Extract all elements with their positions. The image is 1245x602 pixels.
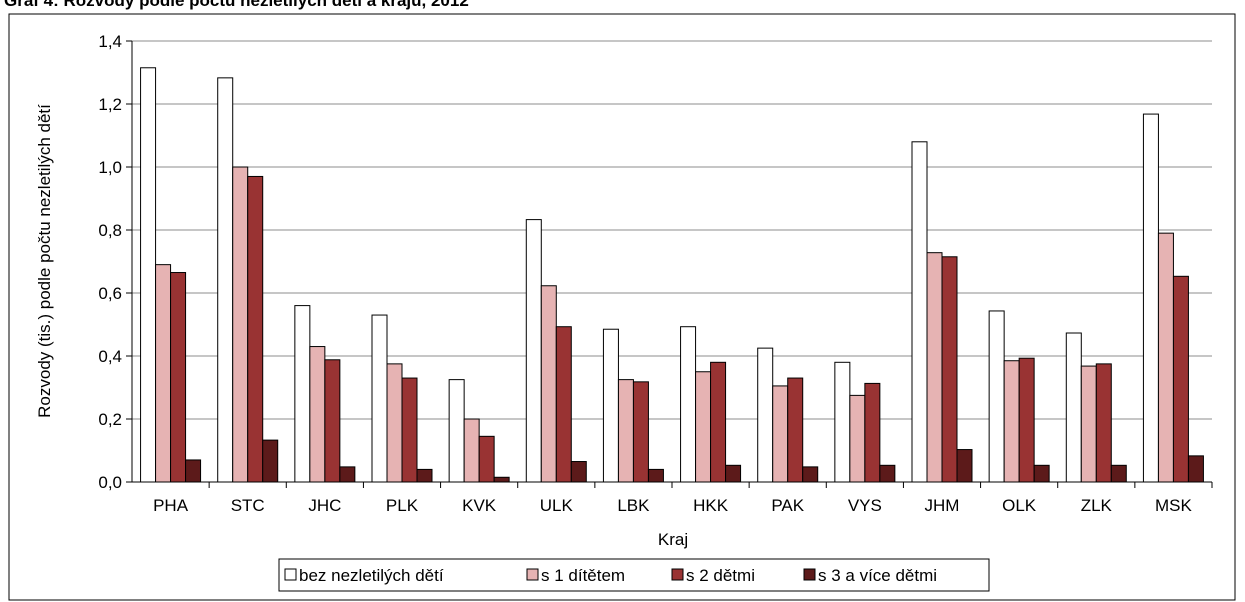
y-tick-label: 1,4 [98,32,122,51]
legend-swatch [284,568,297,581]
bar [725,464,742,483]
axes [131,41,1213,488]
x-tick-label: VYS [848,496,882,515]
bar [324,359,341,483]
bar [941,256,958,483]
bar [1018,357,1035,483]
y-tick-label: 1,2 [98,95,122,114]
bar [772,385,789,483]
bar [294,305,311,483]
bar [262,439,279,483]
bar [834,361,851,483]
bar [155,264,172,483]
y-tick-label: 0,0 [98,473,122,492]
bar [247,175,264,483]
bar [695,371,712,483]
legend-frame [278,558,990,592]
bar [1080,365,1097,483]
bar [416,468,433,483]
x-tick-label: ZLK [1081,496,1113,515]
bar [879,464,896,483]
x-tick-label: HKK [693,496,729,515]
bar [448,379,465,483]
bar [478,435,495,483]
x-tick-label: PAK [771,496,804,515]
bars [140,67,1204,483]
legend: bez nezletilých dětí s 1 dítětem s 2 dětmi… [278,558,990,592]
bar [140,67,157,483]
x-tick-label: JHM [925,496,960,515]
bar [401,377,418,483]
chart-title: Graf 4: Rozvody podle počtu nezletilých … [4,0,469,10]
bar [911,141,928,483]
y-tick-label: 0,4 [98,347,122,366]
bar [1033,464,1050,483]
x-tick-label: PLK [386,496,419,515]
y-tick-label: 0,8 [98,221,122,240]
bar [1187,455,1204,483]
bar [802,466,819,483]
bar [232,166,249,483]
bar [463,418,480,483]
x-tick-label: OLK [1002,496,1037,515]
bar [956,449,973,483]
y-tick-label: 0,2 [98,410,122,429]
x-tick-label: PHA [153,496,189,515]
legend-label: s 2 dětmi [686,566,755,585]
legend-swatch [803,568,816,581]
bar [1095,363,1112,483]
legend-label: s 1 dítětem [541,566,625,585]
bar [617,379,634,483]
y-tick-label: 1,0 [98,158,122,177]
bar [555,326,572,483]
bar [1110,464,1127,483]
bar [339,466,356,483]
x-tick-label: MSK [1155,496,1193,515]
bar [926,252,943,483]
x-tick-label: ULK [540,496,574,515]
bar [849,394,866,483]
legend-swatch [526,568,539,581]
bar [1003,360,1020,483]
x-tick-labels: PHA STC JHC PLK KVK ULK LBK HKK PAK VYS JHM OLK ZLK M… [153,496,1192,515]
x-tick-label: STC [231,496,265,515]
bar [602,328,619,483]
x-tick-label: JHC [308,496,341,515]
x-axis-title: Kraj [658,530,688,549]
bar [988,310,1005,483]
y-tick-label: 0,6 [98,284,122,303]
bar [647,468,664,483]
bar [710,361,727,483]
bar [170,272,187,483]
bar [371,314,388,483]
legend-swatch [671,568,684,581]
bar [787,377,804,483]
bar [864,382,881,483]
bar [309,346,326,483]
bar [1065,332,1082,483]
bar [757,347,774,483]
bar [386,363,403,483]
bar [632,381,649,483]
bar [493,476,510,483]
bar [1142,113,1159,483]
bar [185,459,202,483]
x-tick-label: LBK [617,496,650,515]
y-tick-labels: 0,0 0,2 0,4 0,6 0,8 1,0 1,2 1,4 [98,32,122,492]
legend-label: s 3 a více dětmi [818,566,937,585]
bar [540,285,557,483]
bar [680,326,697,483]
bar [217,77,234,483]
legend-label: bez nezletilých dětí [299,566,444,585]
chart-frame [8,13,1236,601]
bar [1157,232,1174,483]
y-axis-title: Rozvody (tis.) podle počtu nezletilých d… [35,104,54,418]
bar [570,461,587,483]
bar [1172,275,1189,483]
x-tick-label: KVK [462,496,497,515]
bar [525,219,542,483]
